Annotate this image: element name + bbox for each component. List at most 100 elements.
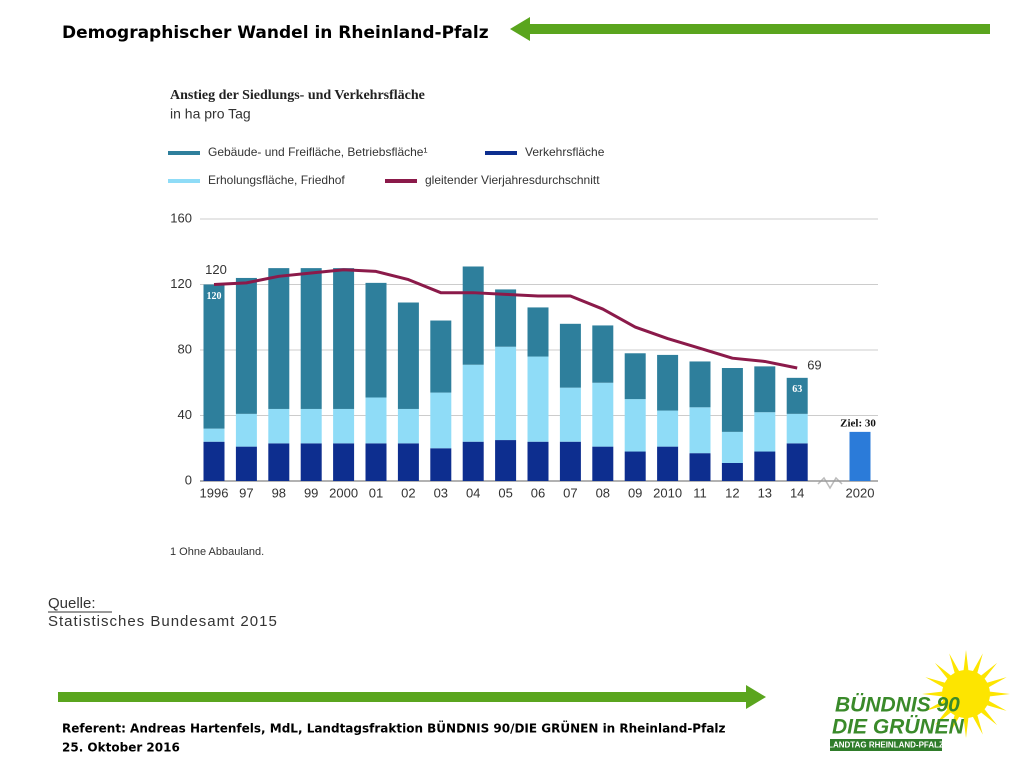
bottom-arrow (58, 685, 766, 709)
average-line (213, 268, 798, 370)
sun-ray (985, 699, 1007, 711)
bar-segment (235, 277, 257, 414)
bar-segment (235, 446, 257, 481)
x-tick-label: 99 (304, 485, 318, 500)
x-tick-label: 11 (693, 485, 707, 500)
bar-segment (527, 356, 549, 442)
sun-ray (971, 713, 983, 735)
bar-segment (235, 413, 257, 447)
slide-title: Demographischer Wandel in Rheinland-Pfal… (62, 23, 489, 43)
x-tick-label: 12 (725, 485, 739, 500)
sun-ray (987, 691, 1010, 697)
x-tick-label: 14 (790, 485, 804, 500)
x-tick-label: 06 (531, 485, 545, 500)
x-tick-label: 2020 (846, 485, 875, 500)
bar-segment (689, 407, 711, 454)
bar-segment (300, 408, 322, 444)
x-tick-label: 2010 (653, 485, 682, 500)
bar-segment (624, 399, 646, 452)
bar-segment (495, 289, 517, 347)
sun-ray (949, 713, 961, 735)
bar-segment (430, 448, 452, 481)
legend-swatch (385, 179, 417, 183)
bar-segment (527, 441, 549, 481)
bar-segment (430, 320, 452, 393)
x-tick-label: 05 (498, 485, 512, 500)
y-tick-label: 40 (178, 407, 192, 422)
sun-ray (979, 662, 998, 681)
bar-segment (365, 443, 387, 481)
logo-band (830, 739, 942, 751)
sun-ray (963, 650, 969, 673)
sun-ray (925, 699, 947, 711)
footnote: 1 Ohne Abbauland. (170, 546, 264, 558)
bar-segment (657, 446, 679, 481)
sun-ray (985, 677, 1007, 689)
arrow-head (746, 685, 766, 709)
bar-segment (786, 377, 808, 414)
bar-segment (397, 408, 419, 444)
bar-segment (430, 392, 452, 449)
sun-ray (979, 707, 998, 726)
footer-line: Referent: Andreas Hartenfels, MdL, Landt… (62, 721, 726, 736)
bar-segment (300, 268, 322, 409)
bar-segment (689, 361, 711, 408)
x-tick-label: 2000 (329, 485, 358, 500)
bar-segment (462, 364, 484, 442)
sun-ray (925, 677, 947, 689)
logo: BÜNDNIS 90 DIE GRÜNEN LANDTAG RHEINLAND-… (828, 650, 1010, 751)
bar-segment (592, 325, 614, 383)
bar-segment (721, 431, 743, 463)
bar-segment (397, 443, 419, 481)
bar-segment (754, 412, 776, 452)
bar-segment (462, 266, 484, 365)
logo-line: LANDTAG RHEINLAND-PFALZ (828, 741, 944, 750)
bar-segment (268, 268, 290, 409)
y-tick-label: 80 (178, 341, 192, 356)
y-tick-label: 120 (170, 276, 192, 291)
target-label: Ziel: 30 (840, 417, 876, 429)
bar-segment (365, 282, 387, 398)
legend-label: gleitender Vierjahresdurchschnitt (425, 173, 600, 187)
source-label: Quelle: (48, 595, 96, 612)
sun-ray (922, 691, 945, 697)
top-arrow (510, 17, 990, 41)
bar-segment (559, 441, 581, 481)
bar-segment (462, 441, 484, 481)
legend-label: Gebäude- und Freifläche, Betriebsfläche¹ (208, 145, 427, 159)
arrow-shaft (528, 24, 990, 34)
bar-segment (721, 462, 743, 481)
x-tick-label: 02 (401, 485, 415, 500)
source-text: Statistisches Bundesamt 2015 (48, 613, 278, 630)
bar-segment (333, 268, 355, 409)
bar-segment (559, 323, 581, 388)
sun-ray (934, 707, 953, 726)
bar-total-label: 120 (207, 291, 222, 302)
bar-segment (527, 307, 549, 357)
bar-segment (657, 410, 679, 447)
x-tick-label: 08 (596, 485, 610, 500)
sun-ray (963, 715, 969, 738)
x-tick-label: 13 (758, 485, 772, 500)
logo-sun (922, 650, 1010, 738)
logo-line: DIE GRÜNEN (832, 716, 965, 739)
sun-ray (934, 662, 953, 681)
bar-segment (203, 441, 225, 481)
x-tick-label: 07 (563, 485, 577, 500)
logo-line: BÜNDNIS 90 (835, 694, 960, 717)
arrow-shaft (58, 692, 748, 702)
bar-segment (592, 382, 614, 447)
line-label: 120 (205, 262, 227, 277)
legend-swatch (485, 151, 517, 155)
bar-total-label: 63 (792, 384, 802, 395)
bar-segment (203, 428, 225, 442)
sun-ray (949, 653, 961, 675)
bar-segment (592, 446, 614, 481)
chart-subtitle: in ha pro Tag (170, 106, 251, 122)
bar-segment (624, 451, 646, 481)
bar-segment (559, 387, 581, 442)
target-bar (849, 431, 871, 481)
sun-center (942, 670, 990, 718)
